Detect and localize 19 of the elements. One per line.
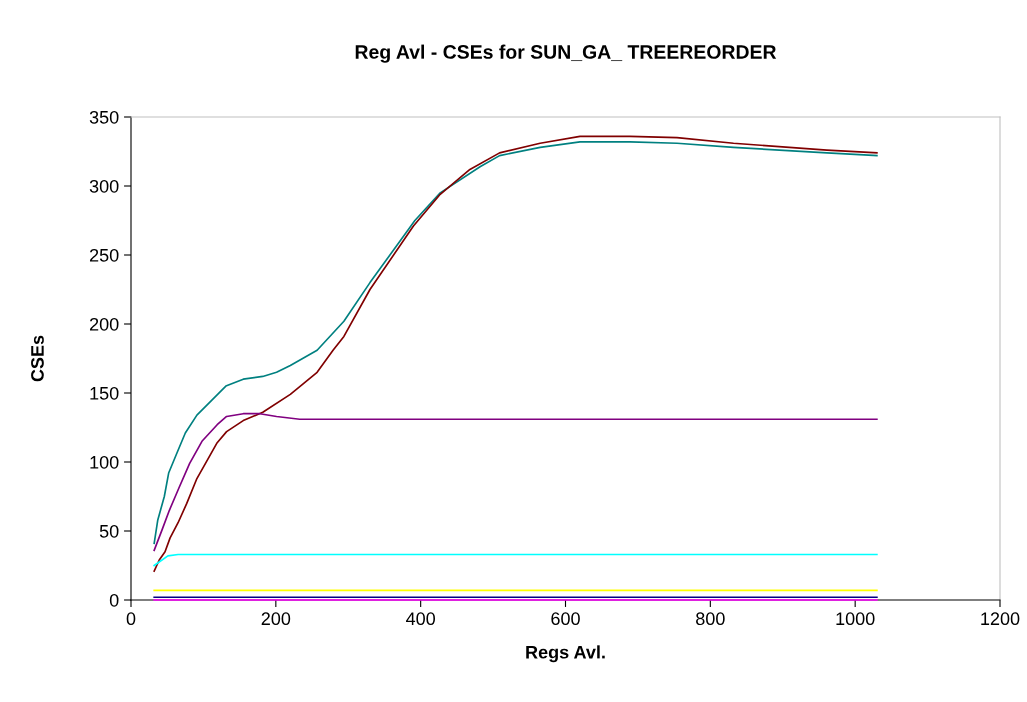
chart-title: Reg Avl - CSEs for SUN_GA_ TREEREORDER: [355, 44, 777, 63]
line-series: [153, 412, 878, 552]
y-tick-label: 200: [89, 317, 119, 331]
y-tick-label: 100: [90, 455, 119, 469]
y-tick-label: 350: [89, 110, 119, 124]
x-tick-label: 0: [126, 612, 136, 626]
x-tick-label: 200: [261, 612, 291, 626]
x-axis-title: Regs Avl.: [526, 645, 605, 663]
y-tick-label: 0: [109, 593, 119, 607]
y-axis-title: CSEs: [31, 335, 44, 382]
x-tick-label: 1000: [836, 612, 875, 626]
y-tick-label: 50: [99, 524, 119, 538]
y-tick-label: 250: [89, 248, 119, 262]
x-tick-label: 1200: [981, 612, 1020, 626]
y-tick-label: 150: [90, 386, 119, 400]
x-tick-label: 600: [551, 612, 580, 626]
x-tick-label: 800: [696, 612, 725, 626]
y-tick-label: 300: [89, 179, 119, 193]
x-tick-label: 400: [406, 612, 436, 626]
